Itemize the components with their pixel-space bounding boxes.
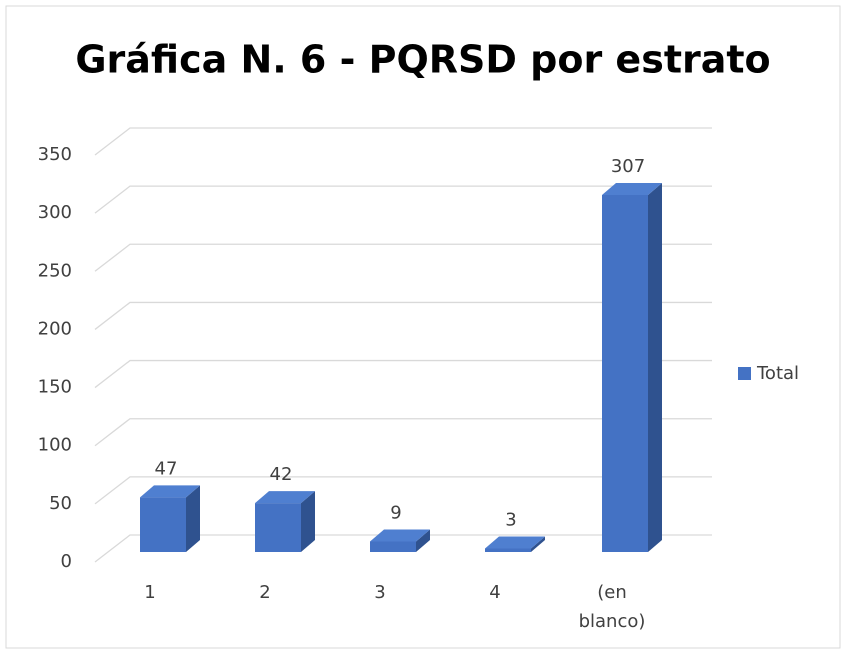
grid-line (94, 301, 712, 330)
x-tick-label: 4 (489, 582, 501, 603)
grid-line (94, 243, 712, 272)
grid-line (94, 534, 712, 563)
bar (370, 529, 430, 552)
data-label: 47 (155, 458, 178, 479)
bar-face (485, 548, 531, 552)
bar-face (186, 485, 200, 552)
bar-face (370, 529, 430, 542)
grid-line (94, 127, 712, 156)
bar (485, 536, 545, 552)
bar (140, 485, 200, 552)
chart-title: Gráfica N. 6 - PQRSD por estrato (75, 38, 770, 82)
y-tick-label: 0 (61, 551, 72, 572)
grid-line (94, 418, 712, 447)
grid-line (94, 185, 712, 214)
y-tick-label: 150 (38, 377, 72, 398)
legend-label: Total (756, 363, 799, 384)
bar-face (648, 183, 662, 552)
bar-face (416, 529, 430, 552)
bar-face (531, 536, 545, 552)
x-tick-label: (en blanco) (578, 582, 646, 632)
y-tick-label: 50 (49, 493, 72, 514)
data-label: 3 (505, 510, 516, 531)
x-tick-label: 2 (259, 582, 271, 603)
bar-face (255, 503, 301, 552)
bar (255, 491, 315, 552)
bar-face (370, 541, 416, 552)
y-tick-label: 300 (38, 202, 72, 223)
y-tick-label: 200 (38, 318, 72, 339)
y-tick-label: 350 (38, 144, 72, 165)
legend-swatch (738, 367, 751, 380)
data-label: 42 (270, 464, 293, 485)
bar-face (602, 195, 648, 552)
bar-face (301, 491, 315, 552)
x-tick-label: 3 (374, 582, 386, 603)
grid-line (94, 476, 712, 505)
bar-face (602, 183, 662, 196)
bar-face (140, 497, 186, 552)
bar-face (485, 536, 545, 549)
data-label: 307 (611, 156, 645, 177)
x-tick-label: 1 (144, 582, 156, 603)
y-tick-label: 100 (38, 435, 72, 456)
data-label: 9 (390, 503, 401, 524)
y-tick-label: 250 (38, 260, 72, 281)
bar (602, 183, 662, 552)
chart-border (5, 5, 841, 649)
grid-line (94, 359, 712, 389)
bar-face (140, 485, 200, 498)
bar-face (255, 491, 315, 504)
